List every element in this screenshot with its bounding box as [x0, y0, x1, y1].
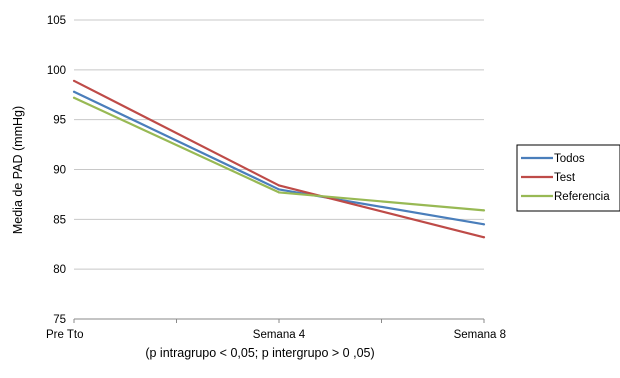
y-tick-label: 105 — [47, 15, 66, 27]
gridlines — [74, 19, 484, 320]
data-point-test — [72, 79, 76, 82]
data-point-referencia — [482, 209, 486, 212]
series-lines — [72, 79, 486, 239]
x-tick-label: Semana 8 — [454, 329, 506, 341]
data-point-referencia — [72, 96, 76, 99]
y-tick-label: 80 — [53, 264, 66, 276]
legend: Todos Test Referencia — [516, 144, 620, 212]
y-tick-label: 90 — [53, 165, 66, 177]
x-tick-label: Semana 4 — [253, 329, 306, 341]
y-axis-label: Media de PAD (mmHg) — [11, 106, 25, 234]
y-tick-label: 95 — [53, 115, 66, 127]
data-point-todos — [277, 188, 281, 191]
legend-label-test: Test — [554, 172, 576, 184]
y-tick-label: 75 — [53, 314, 66, 326]
y-tick-label: 85 — [53, 214, 66, 226]
legend-label-todos: Todos — [554, 153, 585, 165]
y-tick-label: 100 — [47, 65, 66, 77]
data-point-test — [482, 236, 486, 239]
data-point-todos — [72, 90, 76, 93]
x-tick-label: Pre Tto — [46, 329, 84, 341]
y-axis-ticks: 75 80 85 90 95 100 105 — [47, 15, 66, 326]
data-point-test — [277, 184, 281, 187]
chart-caption: (p intragrupo < 0,05; p intergrupo > 0 ,… — [145, 346, 375, 360]
data-point-referencia — [277, 191, 281, 194]
data-point-todos — [482, 223, 486, 226]
x-axis: Pre Tto Semana 4 Semana 8 — [46, 319, 506, 341]
legend-label-referencia: Referencia — [554, 191, 610, 203]
